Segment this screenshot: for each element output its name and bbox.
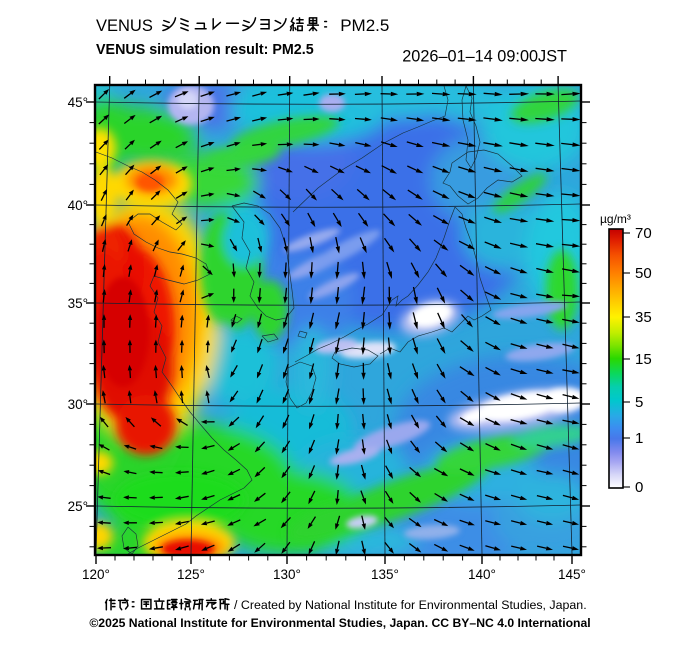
svg-text:25°: 25° <box>68 499 88 514</box>
svg-text:VENUS simulation result: PM2.5: VENUS simulation result: PM2.5 <box>96 42 314 58</box>
svg-text:PM2.5: PM2.5 <box>340 16 389 35</box>
svg-text:µg/m³: µg/m³ <box>600 212 631 226</box>
svg-text:40°: 40° <box>68 198 88 213</box>
svg-text:35: 35 <box>635 309 652 326</box>
svg-text:5: 5 <box>635 394 643 411</box>
svg-text:125°: 125° <box>177 567 205 582</box>
svg-text:15: 15 <box>635 351 652 368</box>
svg-text:VENUS: VENUS <box>96 17 153 35</box>
svg-text:50: 50 <box>635 265 652 282</box>
svg-text:35°: 35° <box>68 296 88 311</box>
svg-text:2026–01–14 09:00JST: 2026–01–14 09:00JST <box>402 48 567 66</box>
svg-text:140°: 140° <box>468 567 496 582</box>
svg-text:/ Created by National Institut: / Created by National Institute for Envi… <box>234 598 587 612</box>
svg-text:70: 70 <box>635 225 652 242</box>
svg-text:145°: 145° <box>558 567 586 582</box>
svg-text:0: 0 <box>635 479 643 496</box>
svg-text:130°: 130° <box>273 567 301 582</box>
svg-text:120°: 120° <box>82 567 110 582</box>
svg-text:©2025 National Institute for E: ©2025 National Institute for Environment… <box>89 616 590 630</box>
svg-text:45°: 45° <box>68 95 88 110</box>
svg-text:135°: 135° <box>371 567 399 582</box>
svg-text:30°: 30° <box>68 397 88 412</box>
svg-text:1: 1 <box>635 430 643 447</box>
